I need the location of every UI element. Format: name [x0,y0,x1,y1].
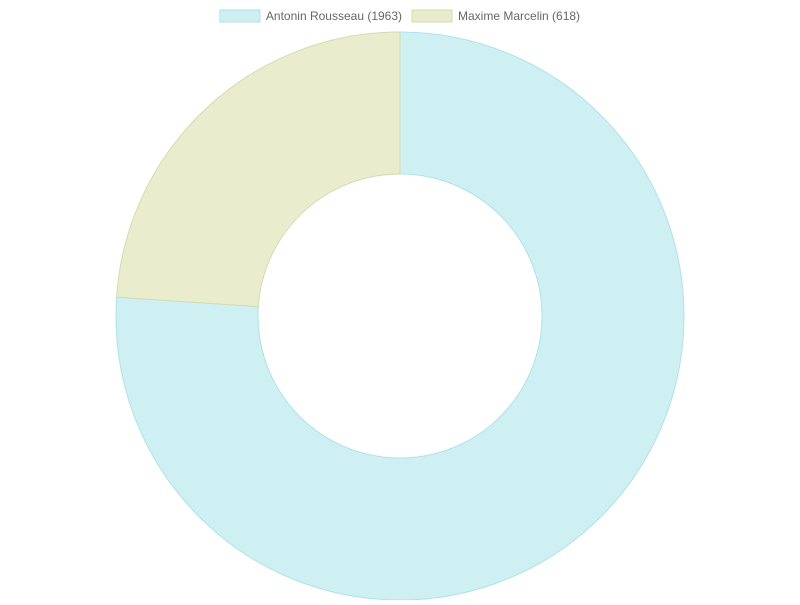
legend-label: Maxime Marcelin (618) [458,9,580,23]
slice-1[interactable] [115,31,685,601]
slice-2[interactable] [116,31,401,308]
legend-swatch [219,9,261,23]
legend-swatch [411,9,453,23]
legend-label: Antonin Rousseau (1963) [266,9,402,23]
slices [115,31,685,601]
legend: Antonin Rousseau (1963) Maxime Marcelin (… [219,9,580,23]
legend-item-2[interactable]: Maxime Marcelin (618) [411,9,580,23]
legend-item-1[interactable]: Antonin Rousseau (1963) [219,9,402,23]
